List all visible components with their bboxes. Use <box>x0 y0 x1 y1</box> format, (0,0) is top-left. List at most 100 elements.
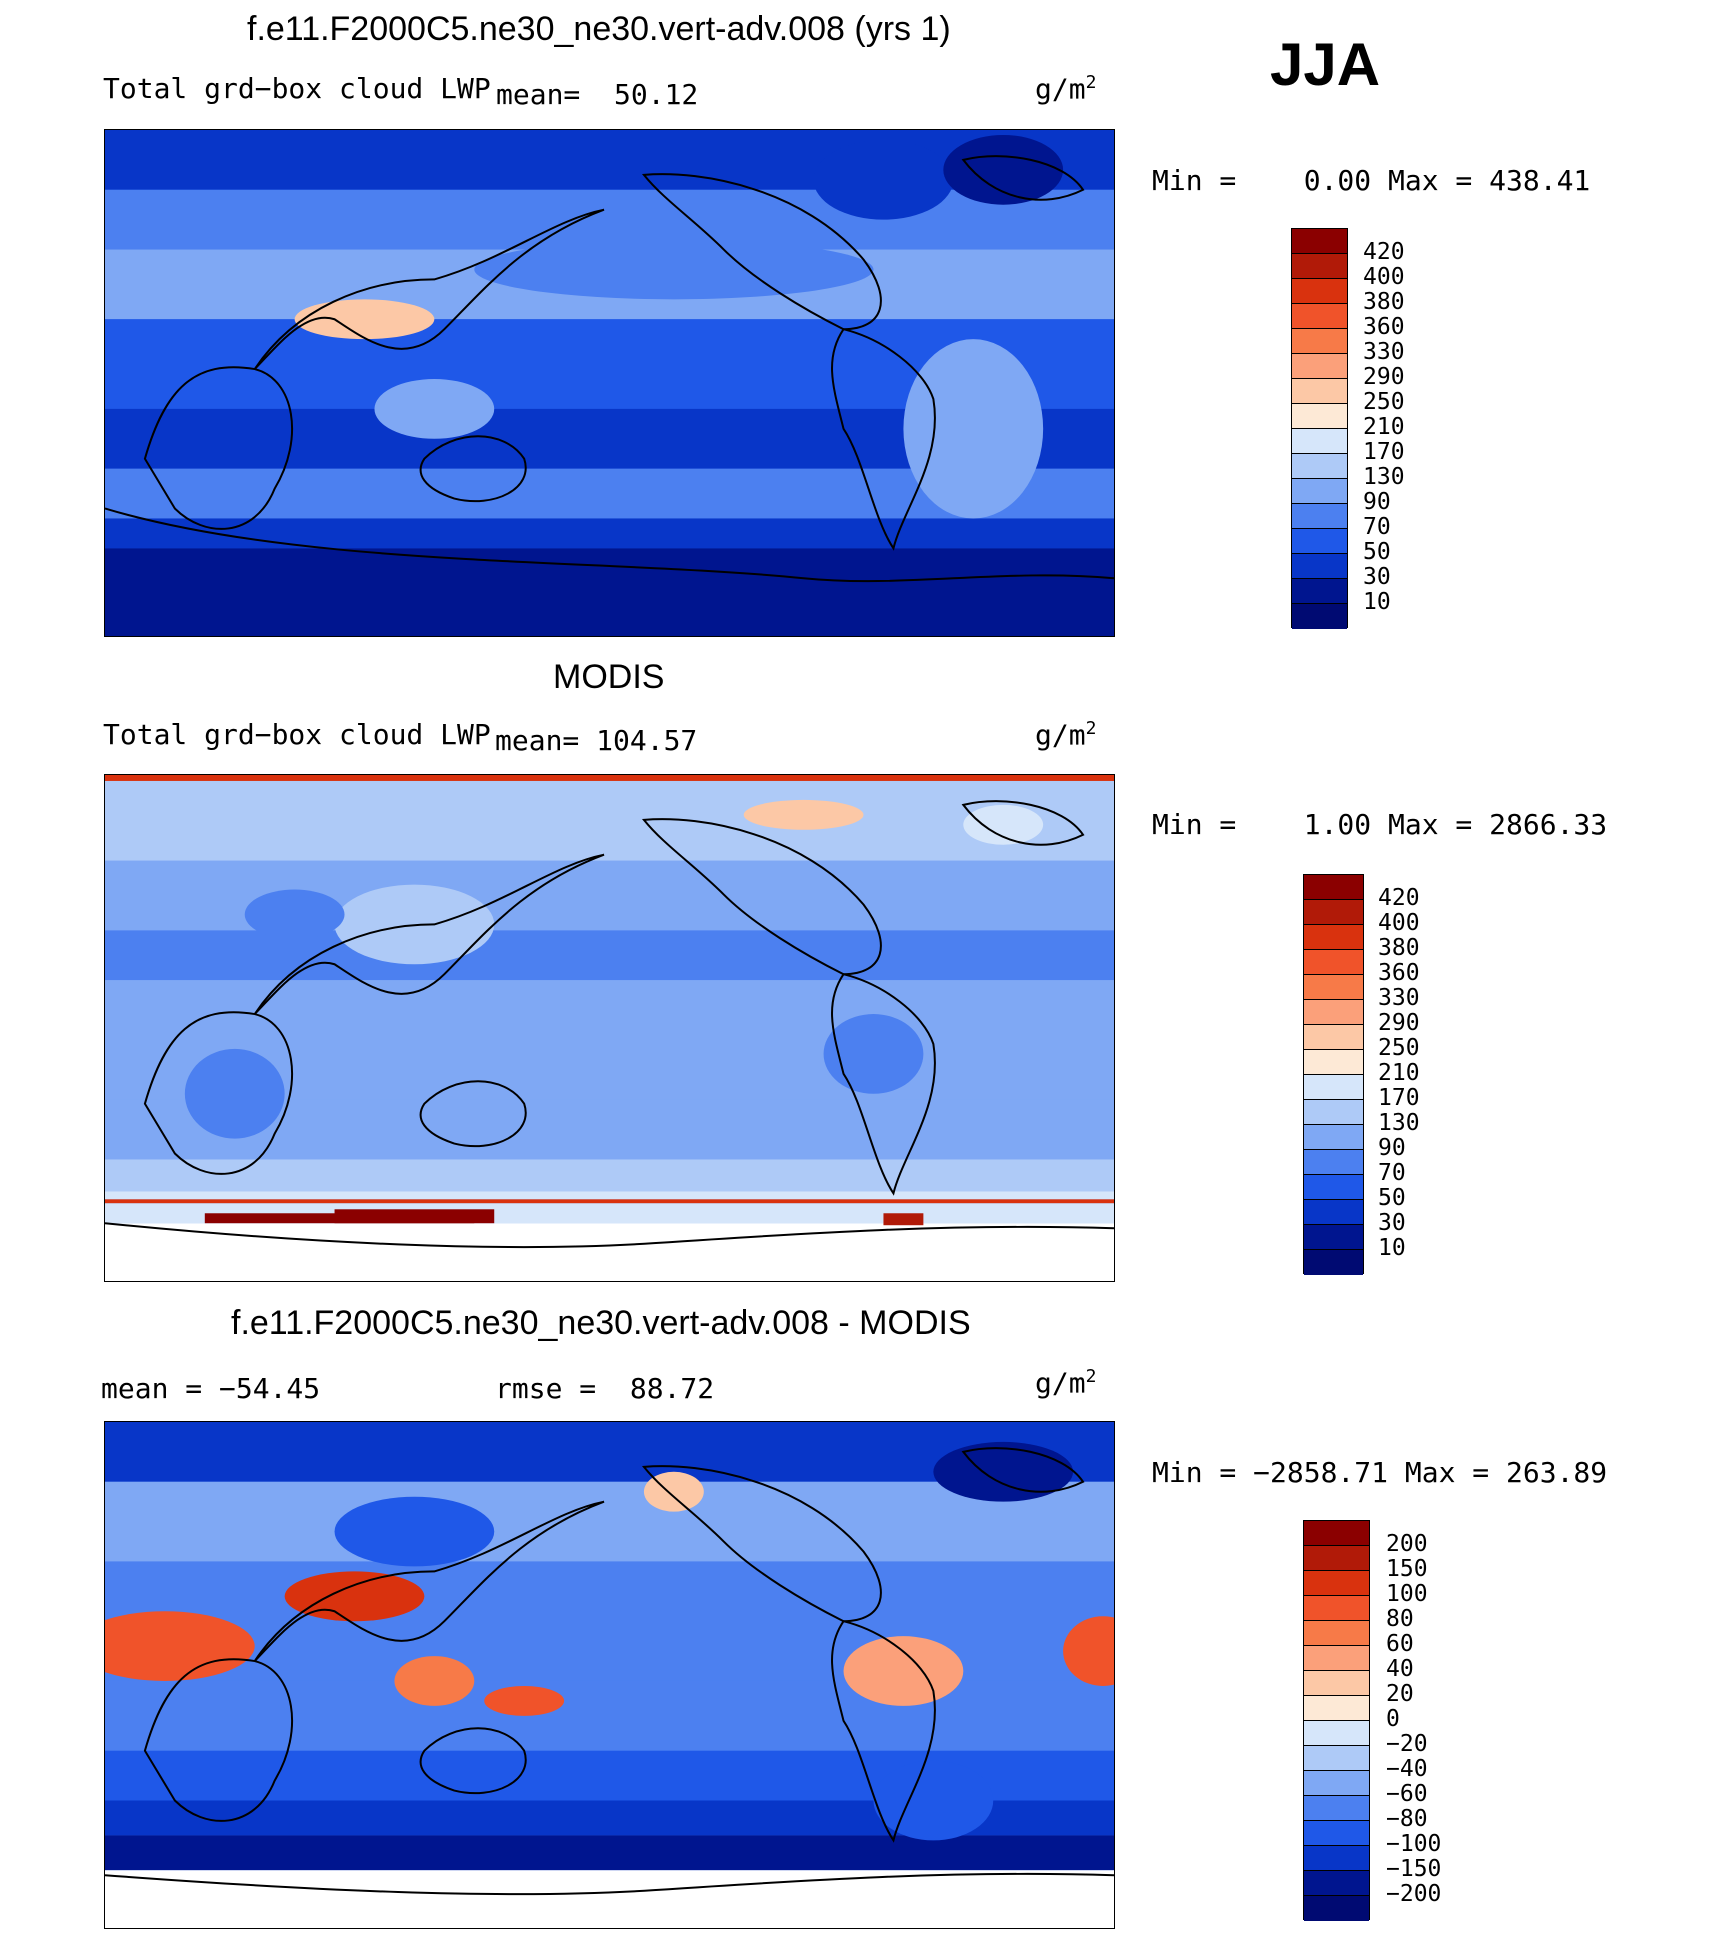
panel2-map <box>104 774 1115 1282</box>
colorbar-swatch <box>1304 1075 1363 1100</box>
colorbar-swatch <box>1304 1100 1363 1125</box>
colorbar-swatch <box>1292 529 1347 554</box>
panel2-mean-label: mean= 104.57 <box>495 724 698 757</box>
colorbar-tick-label: 70 <box>1363 514 1391 540</box>
panel2-variable-label: Total grd−box cloud LWP <box>103 718 491 751</box>
colorbar-tick-label: 20 <box>1386 1681 1414 1707</box>
panel1-min-max: Min = 0.00 Max = 438.41 <box>1152 164 1591 197</box>
colorbar-tick-label: 290 <box>1363 364 1405 390</box>
colorbar-tick-label: 360 <box>1363 314 1405 340</box>
colorbar-swatch <box>1304 1896 1369 1921</box>
colorbar-tick-label: 130 <box>1363 464 1405 490</box>
colorbar-swatch <box>1304 1671 1369 1696</box>
colorbar-swatch <box>1304 1000 1363 1025</box>
colorbar-swatch <box>1292 604 1347 629</box>
colorbar-tick-label: 210 <box>1378 1060 1420 1086</box>
panel1-unit-label: g/m2 <box>1035 72 1097 106</box>
colorbar-tick-label: 40 <box>1386 1656 1414 1682</box>
colorbar-swatch <box>1304 950 1363 975</box>
colorbar-swatch <box>1304 1596 1369 1621</box>
colorbar-swatch <box>1292 304 1347 329</box>
colorbar-tick-label: 80 <box>1386 1606 1414 1632</box>
panel1-colorbar <box>1291 228 1348 629</box>
panel3-title: f.e11.F2000C5.ne30_ne30.vert-adv.008 - M… <box>231 1304 971 1342</box>
colorbar-tick-label: 10 <box>1378 1235 1406 1261</box>
colorbar-tick-label: 50 <box>1378 1185 1406 1211</box>
panel1-map-field <box>105 130 1114 636</box>
colorbar-swatch <box>1304 1821 1369 1846</box>
colorbar-swatch <box>1304 1646 1369 1671</box>
colorbar-tick-label: 290 <box>1378 1010 1420 1036</box>
colorbar-tick-label: 30 <box>1378 1210 1406 1236</box>
colorbar-tick-label: 210 <box>1363 414 1405 440</box>
colorbar-swatch <box>1292 404 1347 429</box>
panel1-colorbar-labels: 420 400 380 360 330 290 250 210 170 130 90 70 50 30 10 <box>1363 240 1405 615</box>
colorbar-tick-label: −20 <box>1386 1731 1428 1757</box>
colorbar-tick-label: 0 <box>1386 1706 1400 1732</box>
panel2-min-max: Min = 1.00 Max = 2866.33 <box>1152 808 1608 841</box>
colorbar-swatch <box>1304 900 1363 925</box>
colorbar-tick-label: 90 <box>1378 1135 1406 1161</box>
colorbar-tick-label: 200 <box>1386 1531 1428 1557</box>
colorbar-tick-label: −80 <box>1386 1806 1428 1832</box>
colorbar-swatch <box>1292 504 1347 529</box>
colorbar-swatch <box>1304 1696 1369 1721</box>
colorbar-tick-label: 150 <box>1386 1556 1428 1582</box>
colorbar-tick-label: −100 <box>1386 1831 1442 1857</box>
colorbar-swatch <box>1292 279 1347 304</box>
colorbar-tick-label: 130 <box>1378 1110 1420 1136</box>
colorbar-tick-label: 170 <box>1363 439 1405 465</box>
panel2-unit-label: g/m2 <box>1035 718 1097 752</box>
colorbar-swatch <box>1304 1746 1369 1771</box>
colorbar-tick-label: 420 <box>1378 885 1420 911</box>
colorbar-swatch <box>1304 1025 1363 1050</box>
colorbar-swatch <box>1292 429 1347 454</box>
colorbar-swatch <box>1292 579 1347 604</box>
colorbar-swatch <box>1304 1721 1369 1746</box>
colorbar-swatch <box>1292 379 1347 404</box>
colorbar-swatch <box>1304 1546 1369 1571</box>
colorbar-tick-label: 170 <box>1378 1085 1420 1111</box>
colorbar-tick-label: 330 <box>1363 339 1405 365</box>
colorbar-tick-label: 60 <box>1386 1631 1414 1657</box>
colorbar-tick-label: 360 <box>1378 960 1420 986</box>
colorbar-tick-label: 380 <box>1363 289 1405 315</box>
panel1-map <box>104 129 1115 637</box>
panel3-coastlines <box>105 1447 1114 1896</box>
panel2-coastlines <box>105 800 1114 1249</box>
panel3-min-max: Min = −2858.71 Max = 263.89 <box>1152 1456 1608 1489</box>
colorbar-swatch <box>1304 1771 1369 1796</box>
colorbar-tick-label: 50 <box>1363 539 1391 565</box>
colorbar-swatch <box>1304 1225 1363 1250</box>
colorbar-swatch <box>1304 1175 1363 1200</box>
colorbar-swatch <box>1292 354 1347 379</box>
colorbar-swatch <box>1304 975 1363 1000</box>
colorbar-tick-label: 400 <box>1363 264 1405 290</box>
colorbar-swatch <box>1304 1571 1369 1596</box>
colorbar-swatch <box>1304 925 1363 950</box>
colorbar-swatch <box>1292 554 1347 579</box>
colorbar-swatch <box>1304 1125 1363 1150</box>
panel2-map-field <box>105 775 1114 1281</box>
colorbar-tick-label: 30 <box>1363 564 1391 590</box>
colorbar-tick-label: −150 <box>1386 1856 1442 1882</box>
colorbar-tick-label: 250 <box>1363 389 1405 415</box>
colorbar-tick-label: 70 <box>1378 1160 1406 1186</box>
colorbar-swatch <box>1292 254 1347 279</box>
panel1-variable-label: Total grd−box cloud LWP <box>103 72 491 105</box>
colorbar-tick-label: −60 <box>1386 1781 1428 1807</box>
season-label: JJA <box>1270 31 1381 98</box>
panel3-rmse-label: rmse = 88.72 <box>495 1372 715 1405</box>
colorbar-tick-label: −40 <box>1386 1756 1428 1782</box>
colorbar-tick-label: 100 <box>1386 1581 1428 1607</box>
panel3-map-field <box>105 1422 1114 1928</box>
colorbar-swatch <box>1292 229 1347 254</box>
panel3-colorbar <box>1303 1520 1370 1921</box>
panel3-map <box>104 1421 1115 1929</box>
panel1-title: f.e11.F2000C5.ne30_ne30.vert-adv.008 (yr… <box>247 10 951 48</box>
colorbar-swatch <box>1304 1871 1369 1896</box>
colorbar-tick-label: 250 <box>1378 1035 1420 1061</box>
colorbar-swatch <box>1304 1250 1363 1275</box>
colorbar-swatch <box>1304 1846 1369 1871</box>
colorbar-swatch <box>1304 1200 1363 1225</box>
